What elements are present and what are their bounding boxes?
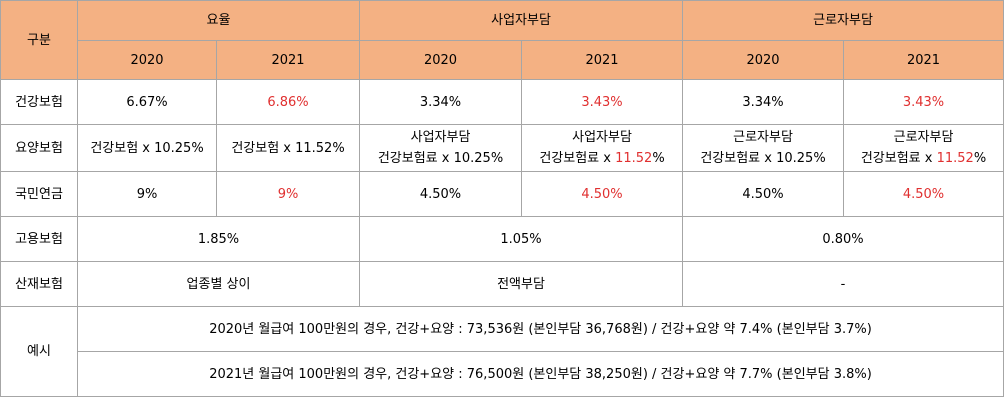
table-cell: 1.85% [76,216,361,262]
row-care-insurance: 요양보험 건강보험 x 10.25% 건강보험 x 11.52% 사업자부담 건… [0,124,1004,172]
header-group-employee: 근로자부담 [682,0,1004,41]
formula-value: 11.52 [936,151,974,166]
row-label: 건강보험 [0,79,78,125]
row-label: 예시 [0,306,78,397]
header-year: 2020 [77,40,217,80]
row-label: 요양보험 [0,124,78,172]
table-cell: 3.43% [843,79,1004,125]
header-group-rate: 요율 [76,0,361,41]
table-cell: 6.86% [215,79,361,125]
table-cell: 0.80% [682,216,1004,262]
table-cell: 3.43% [521,79,684,125]
row-label: 국민연금 [0,171,78,217]
row-label: 고용보험 [0,216,78,262]
table-cell: 3.34% [682,79,845,125]
table-cell: 4.50% [843,171,1004,217]
row-industrial-insurance: 산재보험 업종별 상이 전액부담 - [0,261,1004,307]
header-year: 2021 [215,40,361,80]
formula-prefix: 건강보험료 x [860,151,937,166]
cell-formula: 건강보험료 x 11.52% [523,148,682,169]
example-line: 2020년 월급여 100만원의 경우, 건강+요양 : 73,536원 (본인… [76,306,1004,352]
table-cell: 9% [215,171,361,217]
header-category: 구분 [0,0,78,80]
row-example-2021: 2021년 월급여 100만원의 경우, 건강+요양 : 76,500원 (본인… [1,351,1004,397]
table-cell: 3.34% [359,79,523,125]
header-year: 2020 [682,40,845,80]
header-group-employer: 사업자부담 [359,0,684,41]
table-cell: 업종별 상이 [76,261,361,307]
table-cell: 사업자부담 건강보험료 x 10.25% [359,124,523,172]
row-national-pension: 국민연금 9% 9% 4.50% 4.50% 4.50% 4.50% [0,171,1004,217]
cell-title: 근로자부담 [893,130,954,145]
table-cell: 근로자부담 건강보험료 x 11.52% [843,124,1004,172]
cell-formula: 건강보험료 x 11.52% [845,148,1003,169]
table-cell: 건강보험 x 10.25% [77,124,217,172]
example-line: 2021년 월급여 100만원의 경우, 건강+요양 : 76,500원 (본인… [76,351,1004,397]
row-employment-insurance: 고용보험 1.85% 1.05% 0.80% [0,216,1004,262]
header-row-groups: 구분 요율 사업자부담 근로자부담 [0,0,1004,80]
row-label: 산재보험 [0,261,78,307]
row-example-2020: 예시 2020년 월급여 100만원의 경우, 건강+요양 : 73,536원 … [0,306,1004,397]
table-cell: 6.67% [77,79,217,125]
table-cell: 사업자부담 건강보험료 x 11.52% [521,124,684,172]
row-health-insurance: 건강보험 6.67% 6.86% 3.34% 3.43% 3.34% 3.43% [0,79,1004,125]
table-cell: 4.50% [682,171,845,217]
header-row-years: 2020 2021 2020 2021 2020 2021 [1,40,1004,80]
table-cell: 1.05% [359,216,684,262]
cell-title: 근로자부담 [733,130,793,145]
formula-suffix: % [652,151,665,166]
cell-formula: 건강보험료 x 10.25% [700,151,826,166]
table-cell: - [682,261,1004,307]
table-cell: 건강보험 x 11.52% [215,124,361,172]
formula-prefix: 건강보험료 x [539,151,616,166]
cell-formula: 건강보험료 x 10.25% [377,151,504,166]
table-cell: 4.50% [359,171,523,217]
formula-value: 11.52 [615,151,653,166]
header-year: 2021 [521,40,684,80]
header-year: 2021 [843,40,1004,80]
table-cell: 9% [77,171,217,217]
formula-suffix: % [973,151,987,166]
header-year: 2020 [359,40,523,80]
table-cell: 전액부담 [359,261,684,307]
cell-title: 사업자부담 [410,130,471,145]
cell-title: 사업자부담 [572,130,632,145]
table-cell: 근로자부담 건강보험료 x 10.25% [682,124,845,172]
table-cell: 4.50% [521,171,684,217]
